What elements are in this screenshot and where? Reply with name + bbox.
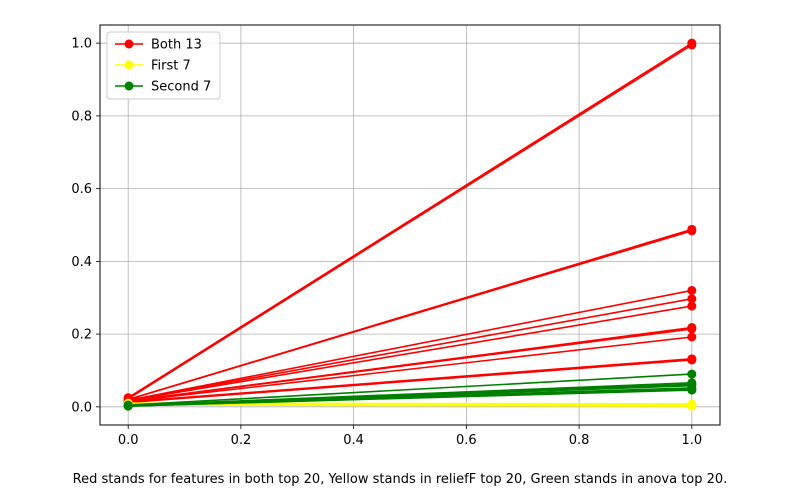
y-tick-label: 1.0 [71, 37, 92, 52]
x-tick-label: 0.6 [456, 433, 477, 448]
legend-box [106, 31, 221, 100]
data-point-both-13 [687, 285, 697, 295]
data-lines [127, 42, 693, 407]
legend-marker-first-7 [124, 60, 134, 70]
series-line-both-13 [127, 230, 693, 401]
data-point-first-7 [687, 401, 697, 411]
x-tick-label: 0.2 [231, 433, 252, 448]
series-line-both-13 [128, 305, 692, 402]
y-tick-label: 0.4 [71, 255, 92, 270]
data-point-second-7 [123, 401, 133, 411]
series-line-second-7 [128, 389, 692, 407]
data-point-both-13 [687, 355, 697, 365]
series-line-first-7 [128, 404, 692, 407]
x-tick-label: 0.8 [569, 433, 590, 448]
series-line-both-13 [128, 359, 692, 404]
x-tick-label: 0.0 [118, 433, 139, 448]
legend-label-both-13: Both 13 [151, 38, 202, 53]
series-line-both-13 [128, 328, 692, 402]
data-point-second-7 [687, 385, 697, 395]
data-points [123, 38, 697, 411]
legend-label-second-7: Second 7 [151, 80, 211, 95]
series-line-second-7 [128, 373, 692, 406]
legend: Both 13 First 7 Second 7 [106, 31, 221, 100]
y-tick-label: 0.8 [71, 109, 92, 124]
data-point-both-13 [687, 332, 697, 342]
data-point-both-13 [687, 294, 697, 304]
data-point-both-13 [687, 226, 697, 236]
x-tick-label: 0.4 [343, 433, 364, 448]
x-tick-label: 1.0 [681, 433, 702, 448]
legend-marker-both-13 [124, 39, 134, 49]
legend-marker-second-7 [124, 81, 134, 91]
y-tick-label: 0.6 [71, 182, 92, 197]
series-line-both-13 [127, 42, 693, 399]
series-line-both-13 [128, 336, 692, 403]
data-point-second-7 [687, 369, 697, 379]
series-line-both-13 [127, 44, 693, 400]
y-tick-label: 0.2 [71, 328, 92, 343]
data-point-both-13 [687, 40, 697, 50]
data-point-both-13 [687, 324, 697, 334]
figure-caption: Red stands for features in both top 20, … [72, 472, 728, 487]
series-line-both-13 [128, 289, 692, 402]
data-point-both-13 [687, 301, 697, 311]
series-line-both-13 [128, 298, 692, 402]
plot-frame [99, 24, 721, 426]
y-tick-label: 0.0 [71, 400, 92, 415]
axis-ticks: 0.0 0.2 0.4 0.6 0.8 1.0 0.0 0.2 0.4 0.6 0.8 1.0 [71, 37, 702, 448]
legend-label-first-7: First 7 [151, 59, 191, 74]
